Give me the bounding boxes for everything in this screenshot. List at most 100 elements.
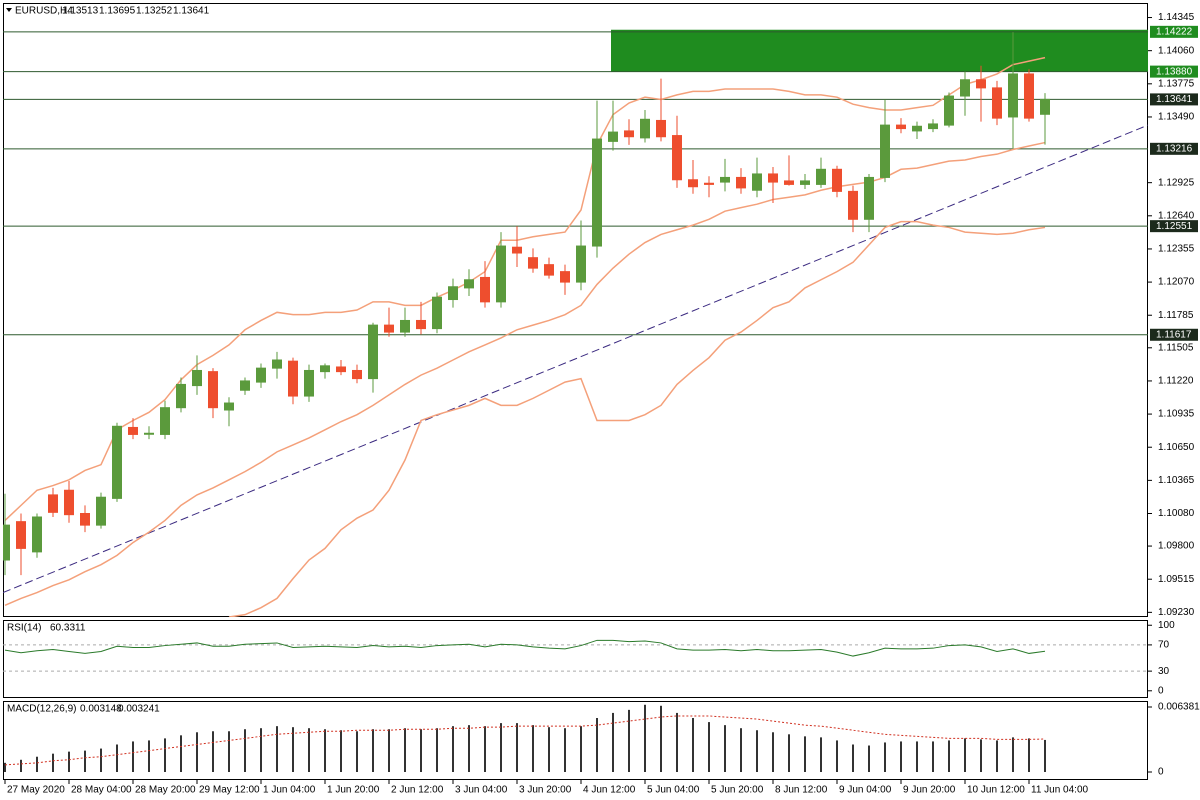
candle-body bbox=[112, 425, 122, 499]
candle-body bbox=[752, 173, 762, 191]
candle-body bbox=[272, 359, 282, 369]
candle-body bbox=[240, 380, 250, 391]
candle-body bbox=[912, 125, 922, 132]
candle-body bbox=[656, 119, 666, 138]
candle-body bbox=[512, 246, 522, 254]
candle-body bbox=[864, 176, 874, 220]
candle-body bbox=[368, 324, 378, 380]
rsi-panel bbox=[3, 620, 1148, 698]
candle-body bbox=[448, 286, 458, 301]
x-tick-label: 4 Jun 12:00 bbox=[583, 785, 636, 796]
y-tick-label: 0 bbox=[1158, 767, 1164, 778]
level-tag bbox=[1150, 65, 1198, 78]
x-tick-label: 3 Jun 20:00 bbox=[519, 785, 572, 796]
candle-body bbox=[352, 369, 362, 380]
x-tick-label: 28 May 20:00 bbox=[135, 785, 196, 796]
x-tick-label: 10 Jun 12:00 bbox=[967, 785, 1025, 796]
level-label: 1.14222 bbox=[1156, 26, 1193, 37]
candle-body bbox=[16, 521, 26, 549]
header-low: 1.13252 bbox=[136, 6, 173, 17]
candle-body bbox=[880, 124, 890, 178]
symbol-title: EURUSD,H4 bbox=[15, 6, 73, 17]
y-tick-label: 1.12355 bbox=[1158, 244, 1195, 255]
candle-body bbox=[528, 257, 538, 269]
candle-body bbox=[464, 279, 474, 289]
y-tick-label: 1.10650 bbox=[1158, 442, 1195, 453]
candle-body bbox=[720, 176, 730, 183]
level-label: 1.13216 bbox=[1156, 143, 1193, 154]
candle-body bbox=[944, 95, 954, 126]
level-label: 1.11617 bbox=[1156, 329, 1192, 340]
candle-body bbox=[304, 369, 314, 397]
y-tick-label: 1.09230 bbox=[1158, 607, 1195, 618]
header-open: 1.13513 bbox=[62, 6, 99, 17]
candle-body bbox=[768, 173, 778, 183]
y-tick-label: 1.14345 bbox=[1158, 12, 1195, 23]
band-lower bbox=[228, 220, 1046, 617]
level-label: 1.12551 bbox=[1156, 221, 1193, 232]
candle-body bbox=[320, 365, 330, 373]
candle-body bbox=[336, 366, 346, 373]
candle-body bbox=[896, 124, 906, 130]
x-tick-label: 9 Jun 20:00 bbox=[903, 785, 956, 796]
x-tick-label: 1 Jun 20:00 bbox=[327, 785, 380, 796]
candle-body bbox=[800, 180, 810, 185]
candle-body bbox=[480, 276, 490, 303]
level-tag bbox=[1150, 220, 1198, 233]
x-tick-label: 8 Jun 12:00 bbox=[775, 785, 828, 796]
macd-value: 0.003148 bbox=[80, 704, 122, 715]
macd-panel bbox=[3, 701, 1148, 780]
main-panel bbox=[3, 3, 1148, 617]
level-tag bbox=[1150, 25, 1198, 38]
y-tick-label: 100 bbox=[1158, 620, 1175, 631]
candle-body bbox=[848, 190, 858, 220]
x-tick-label: 29 May 12:00 bbox=[199, 785, 260, 796]
candle-body bbox=[544, 264, 554, 276]
candle-body bbox=[224, 402, 234, 411]
candle-body bbox=[1008, 73, 1018, 118]
y-tick-label: 0 bbox=[1158, 685, 1164, 696]
candle-body bbox=[1040, 98, 1050, 115]
rsi-title: RSI(14) bbox=[7, 623, 41, 634]
candle-body bbox=[976, 79, 986, 89]
level-tag bbox=[1150, 328, 1198, 341]
y-tick-label: 1.10080 bbox=[1158, 508, 1195, 519]
candle-body bbox=[208, 371, 218, 409]
header-close: 1.13641 bbox=[173, 6, 210, 17]
candle-body bbox=[576, 245, 586, 283]
x-tick-label: 2 Jun 12:00 bbox=[391, 785, 444, 796]
level-label: 1.13641 bbox=[1156, 94, 1193, 105]
candle-body bbox=[1024, 73, 1034, 119]
candle-body bbox=[816, 168, 826, 185]
candle-body bbox=[176, 383, 186, 409]
candle-body bbox=[672, 135, 682, 181]
y-tick-label: 0.006381 bbox=[1158, 702, 1200, 713]
candle-body bbox=[832, 168, 842, 192]
candle-body bbox=[960, 79, 970, 97]
y-tick-label: 1.13490 bbox=[1158, 112, 1195, 123]
candle-body bbox=[288, 360, 298, 397]
candle-body bbox=[928, 123, 938, 130]
y-tick-label: 1.09515 bbox=[1158, 574, 1195, 585]
y-tick-label: 1.13775 bbox=[1158, 78, 1195, 89]
candle-body bbox=[736, 176, 746, 189]
x-tick-label: 3 Jun 04:00 bbox=[455, 785, 508, 796]
candle-body bbox=[496, 245, 506, 303]
macd-title: MACD(12,26,9) bbox=[7, 704, 76, 715]
menu-arrow[interactable] bbox=[6, 8, 12, 12]
candle-body bbox=[560, 271, 570, 283]
y-tick-label: 1.14060 bbox=[1158, 45, 1195, 56]
candle-body bbox=[400, 319, 410, 333]
candle-body bbox=[640, 118, 650, 139]
y-tick-label: 1.11505 bbox=[1158, 342, 1194, 353]
candle-body bbox=[384, 324, 394, 333]
candle-body bbox=[96, 496, 106, 526]
candle-body bbox=[48, 494, 58, 513]
y-tick-label: 1.10365 bbox=[1158, 475, 1195, 486]
candle-body bbox=[416, 319, 426, 330]
candle-body bbox=[3, 524, 10, 561]
candle-body bbox=[256, 367, 266, 383]
band-upper bbox=[4, 56, 1046, 522]
candle-body bbox=[992, 87, 1002, 119]
candle-body bbox=[592, 138, 602, 247]
